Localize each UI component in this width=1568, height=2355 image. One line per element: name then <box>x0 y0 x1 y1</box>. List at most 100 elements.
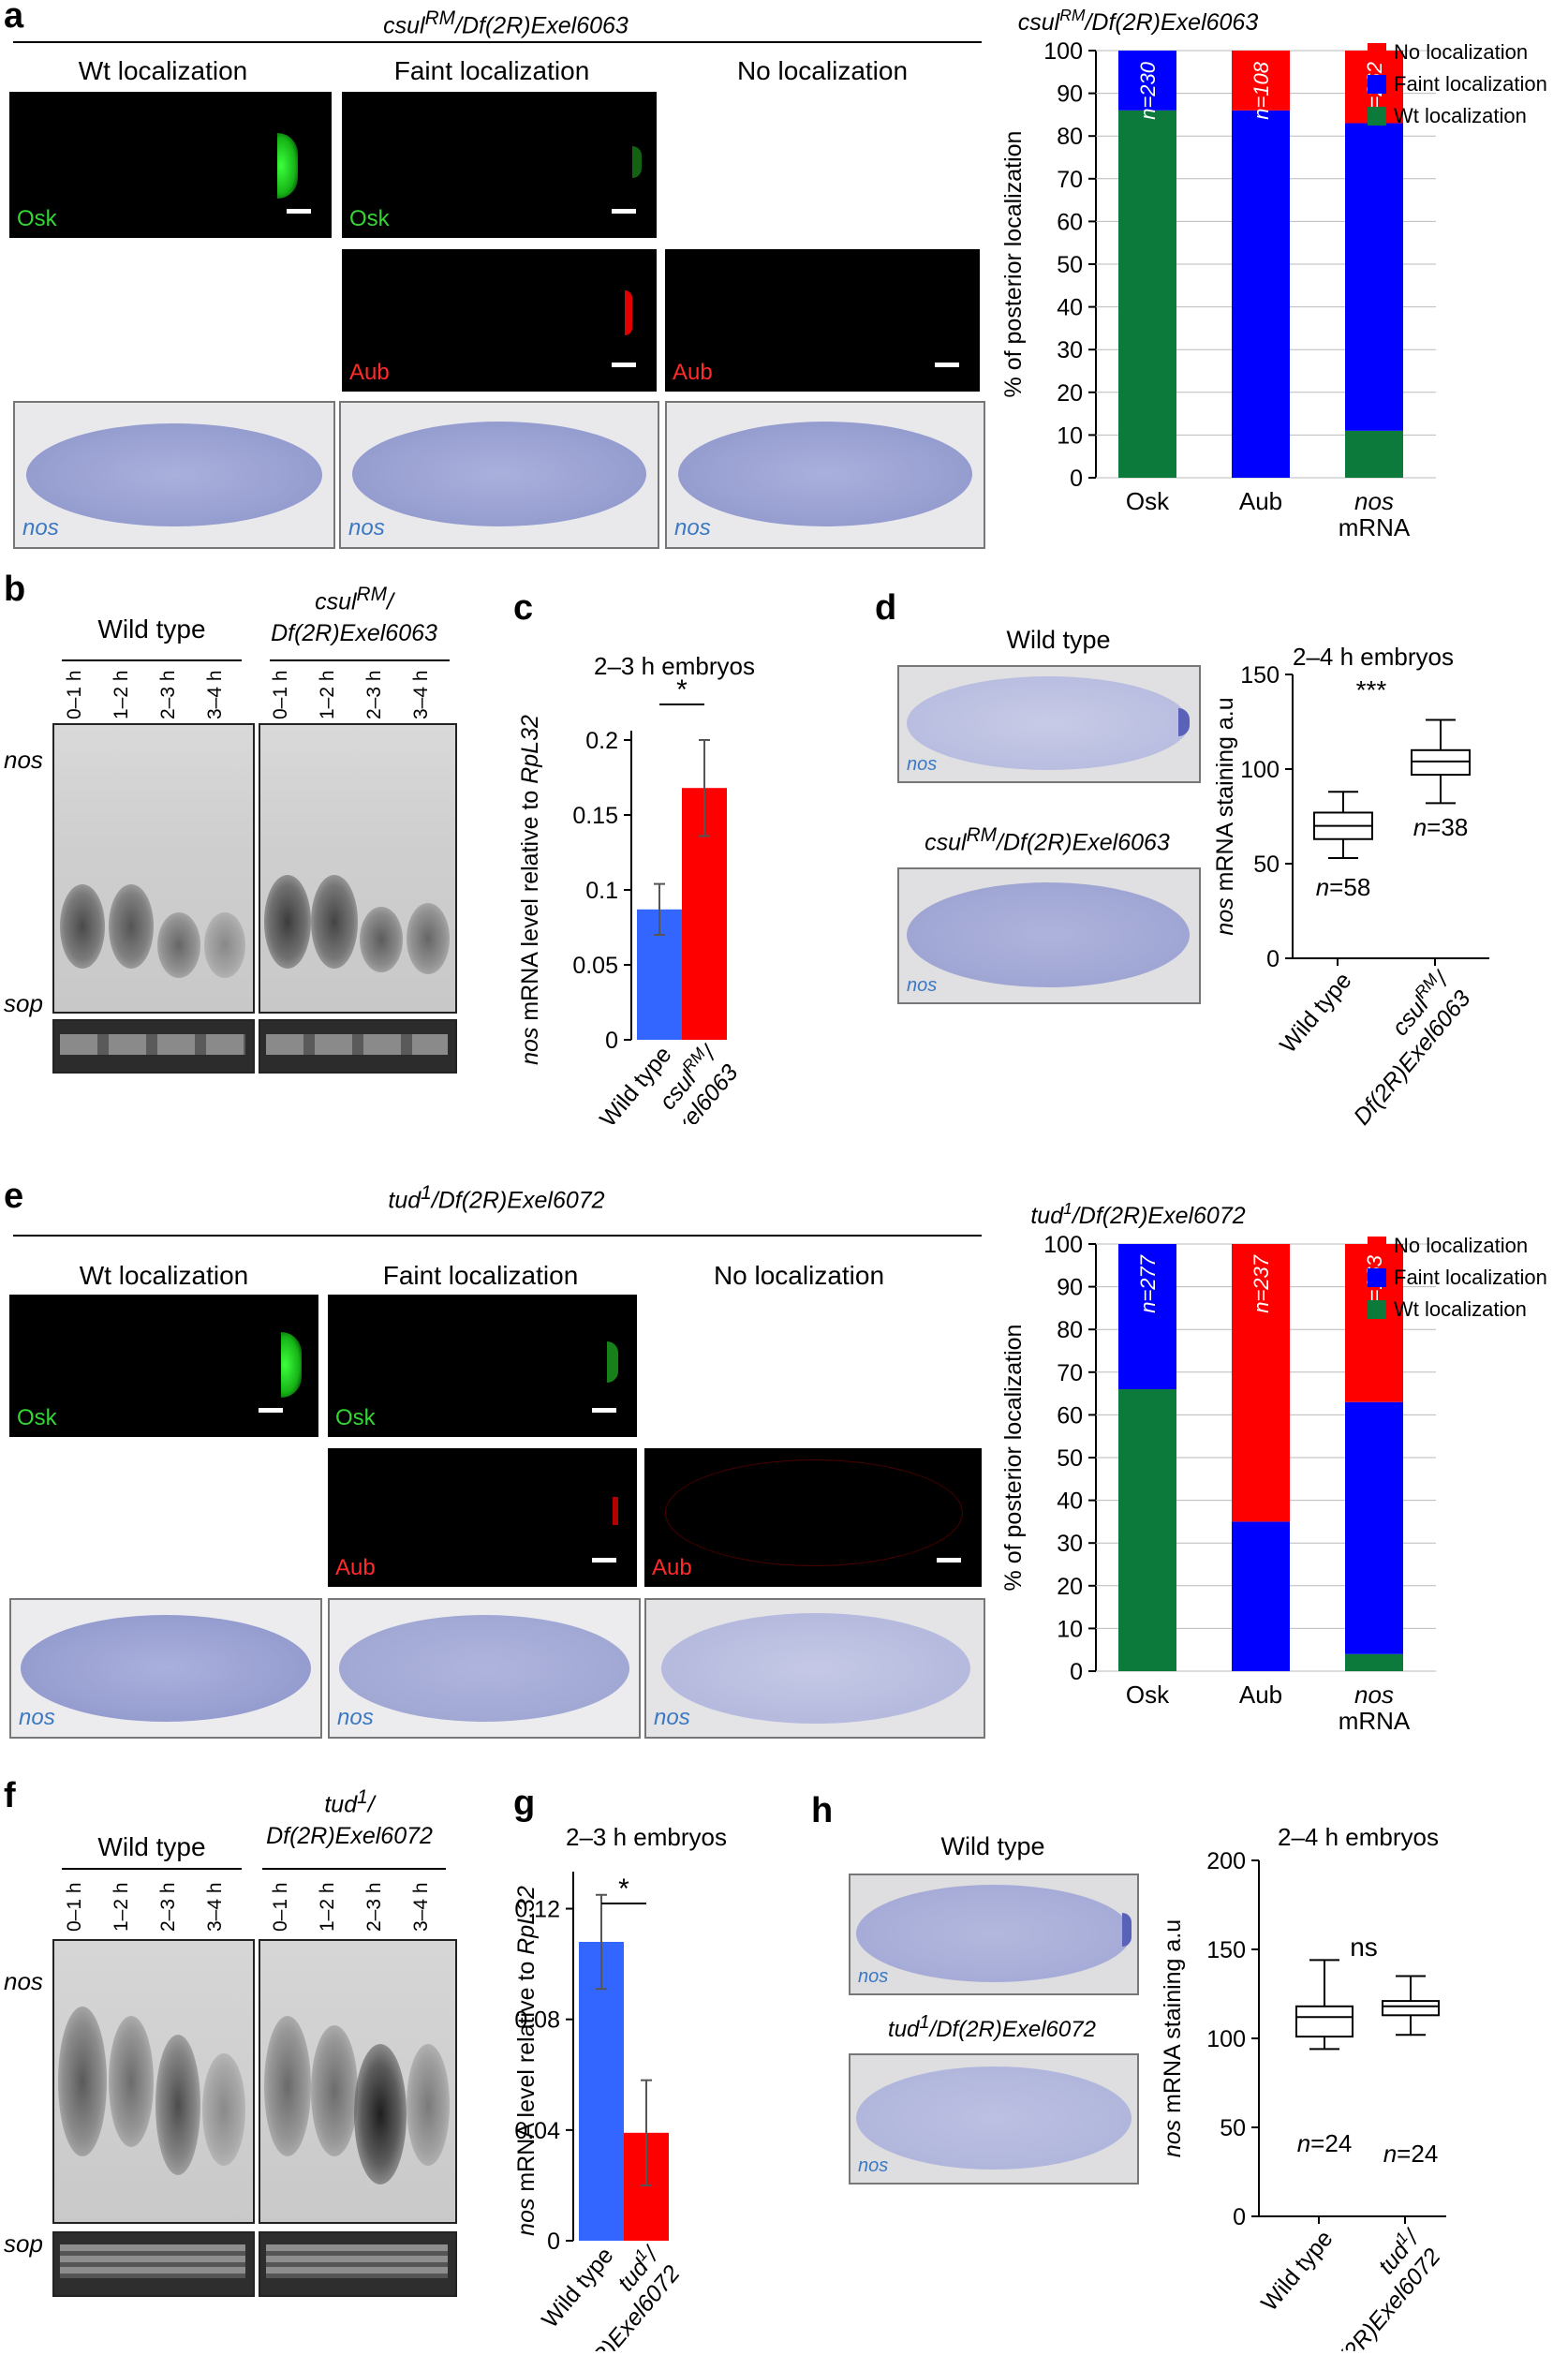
x-tick-label: nos <box>1354 1681 1394 1709</box>
panel-b-mut-title: csulRM/Df(2R)Exel6063 <box>271 584 437 647</box>
chart-title: 2–3 h embryos <box>566 1823 727 1851</box>
chart-e-stacked-bar: tud1/Df(2R)Exel6072 % of posterior locali… <box>1000 1199 1547 1735</box>
lane-time-label: 1–2 h <box>111 1882 132 1932</box>
panel-f-mut-title: tud1/Df(2R)Exel6072 <box>266 1786 433 1850</box>
osk-label: Osk <box>17 1405 57 1430</box>
bar-segment <box>1345 123 1403 431</box>
bar <box>579 1941 624 2241</box>
y-tick-label: 40 <box>1057 295 1083 321</box>
lane-time-label: 0–1 h <box>270 1882 291 1932</box>
embryo-outline <box>665 1459 963 1566</box>
micrograph-aub-faint-e: Aub <box>328 1448 637 1587</box>
y-tick-label: 100 <box>1043 1232 1083 1258</box>
northern-blot-mut-f <box>259 1939 457 2224</box>
y-tick-label: 40 <box>1057 1489 1083 1515</box>
lane-time-label: 2–3 h <box>363 670 385 719</box>
y-tick-label: 60 <box>1057 1402 1083 1429</box>
micrograph-aub-none: Aub <box>665 249 980 392</box>
y-tick-label: 0 <box>1266 946 1280 972</box>
y-tick-label: 90 <box>1057 1275 1083 1301</box>
y-tick-label: 200 <box>1206 1848 1246 1874</box>
bar-segment <box>1232 51 1290 111</box>
nos-label: nos <box>907 754 938 775</box>
scale-bar <box>612 209 636 214</box>
y-tick-label: 80 <box>1057 124 1083 150</box>
osk-signal <box>607 1341 618 1383</box>
band <box>202 2053 245 2166</box>
x-tick-label: Wild type <box>537 2243 619 2333</box>
lane-time-label: 2–3 h <box>157 1882 179 1932</box>
y-tick-label: 0.08 <box>514 2007 560 2034</box>
x-tick-label: Wild type <box>1275 968 1357 1059</box>
y-tick-label: 50 <box>1057 252 1083 278</box>
y-tick-label: 80 <box>1057 1317 1083 1343</box>
lane-time-label: 1–2 h <box>317 670 338 719</box>
band <box>264 2016 311 2156</box>
panel-a-genotype: csulRM/Df(2R)Exel6063 <box>383 7 629 39</box>
chart-title: csulRM/Df(2R)Exel6063 <box>1018 6 1259 36</box>
y-axis-label: nos mRNA staining a.u <box>1212 697 1238 935</box>
embryo <box>661 1613 970 1724</box>
nos-label: nos <box>22 515 59 541</box>
embryo <box>856 1885 1132 1982</box>
y-axis-label: nos mRNA level relative to RpL32 <box>517 715 543 1065</box>
lane-time-label: 0–1 h <box>270 670 291 719</box>
band <box>155 2035 200 2175</box>
osk-signal <box>632 146 642 178</box>
panel-b-wt-title: Wild type <box>97 615 206 644</box>
n-annotation: n=277 <box>1136 1254 1160 1313</box>
y-tick-label: 0.12 <box>514 1897 560 1923</box>
ish-d-wt: nos <box>897 665 1201 783</box>
y-tick-label: 0 <box>605 1028 618 1054</box>
ish-nos-none: nos <box>665 401 985 549</box>
panel-e-genotype: tud1/Df(2R)Exel6072 <box>388 1182 605 1214</box>
lane-time-label: 3–4 h <box>410 670 432 719</box>
band <box>266 1034 448 1055</box>
legend-swatch <box>1368 1300 1386 1319</box>
panel-d-wt-title: Wild type <box>1006 626 1111 654</box>
band <box>60 1034 245 1055</box>
y-tick-label: 50 <box>1220 2115 1246 2141</box>
box <box>1295 2005 1354 2038</box>
chart-title: tud1/Df(2R)Exel6072 <box>1030 1199 1245 1229</box>
ish-d-mut: nos <box>897 867 1201 1004</box>
panel-label-a: a <box>4 0 24 36</box>
lane-time-label: 1–2 h <box>111 670 132 719</box>
n-annotation: n=38 <box>1413 813 1469 841</box>
ish-h-wt: nos <box>849 1874 1139 1995</box>
x-tick-label: Wild type <box>1256 2226 1339 2317</box>
micrograph-osk-wt: Osk <box>9 92 332 238</box>
ish-nos-faint-e: nos <box>328 1598 641 1739</box>
bar-segment <box>1232 110 1290 478</box>
band <box>266 2244 448 2278</box>
band <box>311 875 358 969</box>
embryo <box>856 2066 1132 2170</box>
panel-label-f: f <box>4 1776 16 1815</box>
panel-h-wt-title: Wild type <box>940 1832 1045 1860</box>
panel-label-c: c <box>513 588 534 628</box>
x-tick-label: nos <box>1354 487 1394 515</box>
y-tick-label: 100 <box>1240 757 1280 783</box>
y-tick-label: 150 <box>1240 662 1280 689</box>
micrograph-osk-faint: Osk <box>342 92 657 238</box>
significance-mark: ns <box>1350 1933 1378 1962</box>
legend-label: No localization <box>1394 1234 1528 1257</box>
y-tick-label: 30 <box>1057 1531 1083 1557</box>
y-tick-label: 0 <box>1070 466 1083 492</box>
osk-label: Osk <box>349 206 390 231</box>
nos-label: nos <box>337 1705 374 1730</box>
header-wt-localization: Wt localization <box>78 56 248 85</box>
n-annotation: n=108 <box>1250 61 1273 120</box>
scale-bar <box>287 209 311 214</box>
panel-label-d: d <box>875 588 897 628</box>
significance-mark: *** <box>1356 675 1387 704</box>
y-tick-label: 0.05 <box>572 953 618 979</box>
x-tick-label: mRNA <box>1339 513 1411 541</box>
band <box>157 912 200 978</box>
header-faint-localization: Faint localization <box>393 56 590 85</box>
y-tick-label: 50 <box>1057 1445 1083 1472</box>
embryo <box>339 1615 629 1722</box>
box <box>1411 748 1471 777</box>
ish-nos-none-e: nos <box>644 1598 985 1739</box>
panel-b-row-nos: nos <box>4 746 43 774</box>
